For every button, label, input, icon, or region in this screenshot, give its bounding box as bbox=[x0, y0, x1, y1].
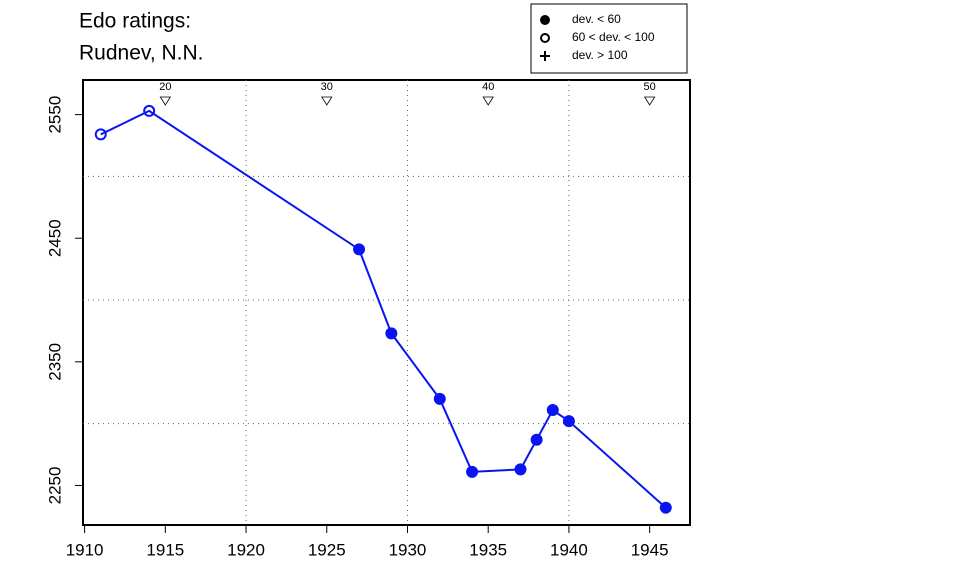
x-tick-label: 1935 bbox=[469, 540, 507, 559]
x-tick-label: 1940 bbox=[550, 540, 588, 559]
x-tick-label: 1925 bbox=[308, 540, 346, 559]
x-tick-label: 1915 bbox=[146, 540, 184, 559]
age-label: 30 bbox=[321, 81, 333, 93]
point bbox=[353, 243, 366, 256]
point bbox=[530, 433, 543, 446]
x-tick-label: 1945 bbox=[631, 540, 669, 559]
legend-label: dev. < 60 bbox=[572, 12, 621, 26]
data-line bbox=[100, 109, 667, 509]
legend-box bbox=[530, 3, 688, 74]
point bbox=[659, 501, 672, 514]
chart-title: Edo ratings: bbox=[79, 10, 191, 33]
legend-label: 60 < dev. < 100 bbox=[572, 30, 655, 44]
point bbox=[94, 128, 107, 141]
x-tick-label: 1920 bbox=[227, 540, 265, 559]
point bbox=[514, 463, 527, 476]
point bbox=[466, 465, 479, 478]
y-tick-label: 2250 bbox=[45, 467, 64, 505]
x-tick-label: 1910 bbox=[66, 540, 104, 559]
legend-symbol bbox=[540, 33, 550, 43]
age-label: 40 bbox=[482, 81, 494, 93]
chart-subtitle: Rudnev, N.N. bbox=[79, 42, 204, 65]
age-marker bbox=[159, 96, 172, 106]
point bbox=[143, 104, 156, 117]
x-tick-label: 1930 bbox=[389, 540, 427, 559]
legend-symbol bbox=[540, 15, 550, 25]
age-marker bbox=[321, 96, 333, 106]
point bbox=[546, 404, 559, 417]
legend-symbol bbox=[540, 51, 550, 61]
point bbox=[385, 327, 398, 340]
point bbox=[562, 415, 575, 428]
y-tick-label: 2550 bbox=[45, 96, 64, 134]
age-label: 50 bbox=[644, 81, 656, 93]
y-tick-label: 2350 bbox=[45, 343, 64, 381]
age-label: 20 bbox=[159, 81, 171, 93]
age-marker bbox=[643, 96, 656, 106]
y-tick-label: 2450 bbox=[45, 219, 64, 257]
age-marker bbox=[482, 96, 494, 106]
point bbox=[433, 392, 446, 405]
plot-frame bbox=[82, 79, 691, 526]
legend-label: dev. > 100 bbox=[572, 48, 628, 62]
